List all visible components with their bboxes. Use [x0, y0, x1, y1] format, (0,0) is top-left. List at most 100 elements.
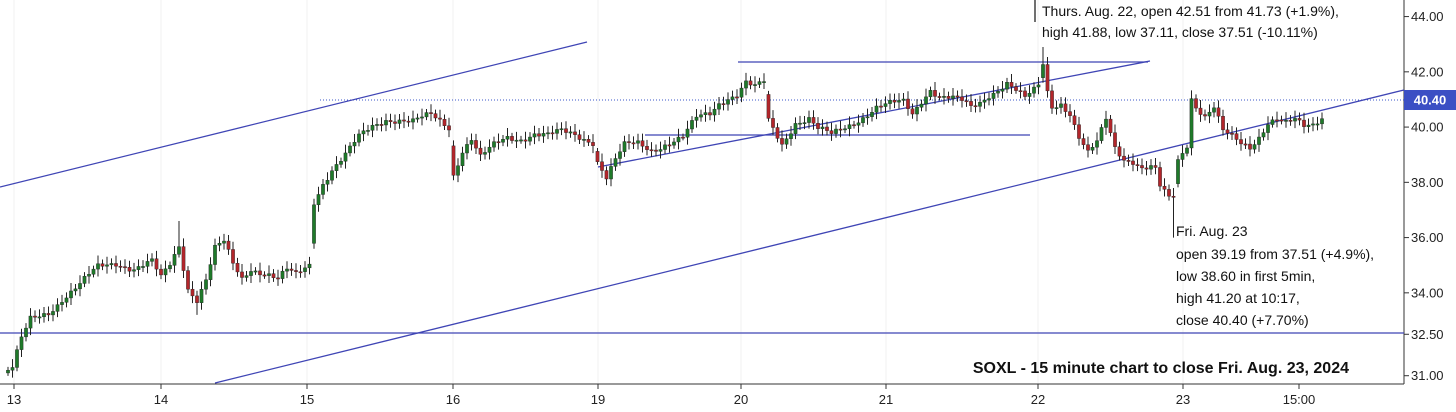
candle-body	[798, 122, 802, 125]
candle-body	[469, 140, 474, 145]
candle-body	[937, 96, 942, 98]
candle-body	[690, 120, 694, 130]
candle-body	[235, 263, 240, 273]
last-price-tag-bg	[1404, 90, 1456, 110]
candle-body	[6, 369, 10, 374]
candle-body	[352, 142, 357, 147]
fri-annotation-line-2: open 39.19 from 37.51 (+4.9%),	[1176, 246, 1374, 262]
candle-body	[289, 268, 294, 271]
candle-body	[1122, 155, 1126, 161]
candle-body	[901, 98, 906, 101]
candle-body	[10, 367, 15, 371]
candle-body	[609, 166, 613, 180]
x-tick-label: 15	[300, 392, 314, 407]
candle-body	[685, 128, 690, 138]
candle-body	[1230, 133, 1234, 135]
candle-body	[82, 275, 87, 284]
candle-body	[1027, 93, 1032, 97]
candle-body	[397, 119, 402, 124]
candle-body	[667, 144, 672, 147]
candle-body	[1162, 185, 1167, 190]
candle-body	[748, 80, 753, 86]
candle-body	[465, 144, 469, 154]
candle-body	[393, 121, 397, 124]
candle-body	[555, 129, 559, 134]
candle-body	[1293, 118, 1297, 122]
candle-body	[87, 274, 91, 277]
fri-annotation: Fri. Aug. 23 open 39.19 from 37.51 (+4.9…	[1176, 223, 1378, 328]
candle-body	[1104, 118, 1108, 128]
candle-body	[1018, 90, 1023, 92]
candle-body	[496, 141, 501, 144]
rising-wedge-lower-line	[597, 60, 1151, 168]
fri-annotation-line-5: close 40.40 (+7.70%)	[1176, 312, 1309, 328]
candle-body	[753, 84, 757, 86]
candle-body	[78, 283, 82, 290]
x-tick-label: 13	[7, 392, 21, 407]
candle-body	[388, 120, 393, 123]
candle-body	[672, 141, 676, 146]
candle-body	[879, 105, 883, 108]
candle-body	[1203, 114, 1207, 117]
candle-body	[780, 138, 784, 145]
candle-body	[933, 90, 937, 97]
candle-body	[861, 117, 865, 124]
candle-body	[1311, 123, 1315, 126]
candle-body	[199, 289, 204, 303]
candle-body	[910, 108, 915, 115]
candle-body	[1036, 84, 1041, 88]
candle-body	[739, 87, 744, 98]
candle-body	[1284, 120, 1288, 122]
candle-body	[892, 100, 897, 103]
candle-body	[699, 114, 703, 118]
candle-body	[303, 267, 307, 272]
candle-body	[1014, 86, 1018, 91]
candle-body	[168, 265, 172, 270]
candle-body	[145, 261, 150, 267]
candle-body	[253, 270, 258, 273]
candle-body	[132, 269, 136, 272]
fri-annotation-line-3: low 38.60 in first 5min,	[1176, 268, 1315, 284]
trend-lines	[0, 41, 1405, 384]
candle-body	[636, 140, 640, 144]
candle-body	[330, 170, 334, 181]
candle-body	[186, 270, 190, 290]
candle-body	[1000, 88, 1005, 92]
candle-body	[1050, 90, 1054, 109]
candle-body	[181, 246, 186, 271]
candle-body	[177, 246, 181, 255]
candle-body	[645, 145, 649, 150]
candle-body	[37, 316, 42, 319]
candle-body	[1099, 127, 1104, 141]
candle-body	[415, 117, 420, 120]
candle-body	[501, 139, 505, 143]
candle-body	[217, 243, 222, 246]
candle-body	[1216, 107, 1221, 117]
candle-body	[717, 103, 721, 110]
candle-body	[307, 263, 312, 269]
candle-body	[1239, 139, 1243, 145]
candle-body	[816, 123, 820, 129]
candle-body	[1045, 64, 1050, 92]
x-tick-label: 20	[734, 392, 748, 407]
vertical-grid	[13, 0, 1184, 384]
candle-body	[91, 268, 96, 275]
candle-body	[15, 349, 19, 368]
candle-body	[69, 290, 73, 299]
candle-body	[1225, 129, 1230, 134]
candle-body	[1261, 132, 1266, 138]
candle-body	[1275, 119, 1279, 122]
y-tick-label: 32.50	[1411, 327, 1444, 342]
candle-body	[987, 98, 991, 101]
candle-body	[1041, 64, 1045, 78]
candle-body	[631, 142, 636, 145]
candle-body	[730, 96, 735, 100]
time-axis-ticks: 13 14 15 16 19 20 21 22 23 15:00	[7, 384, 1315, 407]
candle-body	[285, 268, 289, 272]
candle-body	[573, 131, 577, 135]
candle-body	[33, 315, 37, 318]
candle-body	[654, 149, 658, 152]
candle-body	[784, 138, 789, 145]
candle-body	[1288, 120, 1293, 122]
upper-channel-line	[0, 41, 588, 188]
